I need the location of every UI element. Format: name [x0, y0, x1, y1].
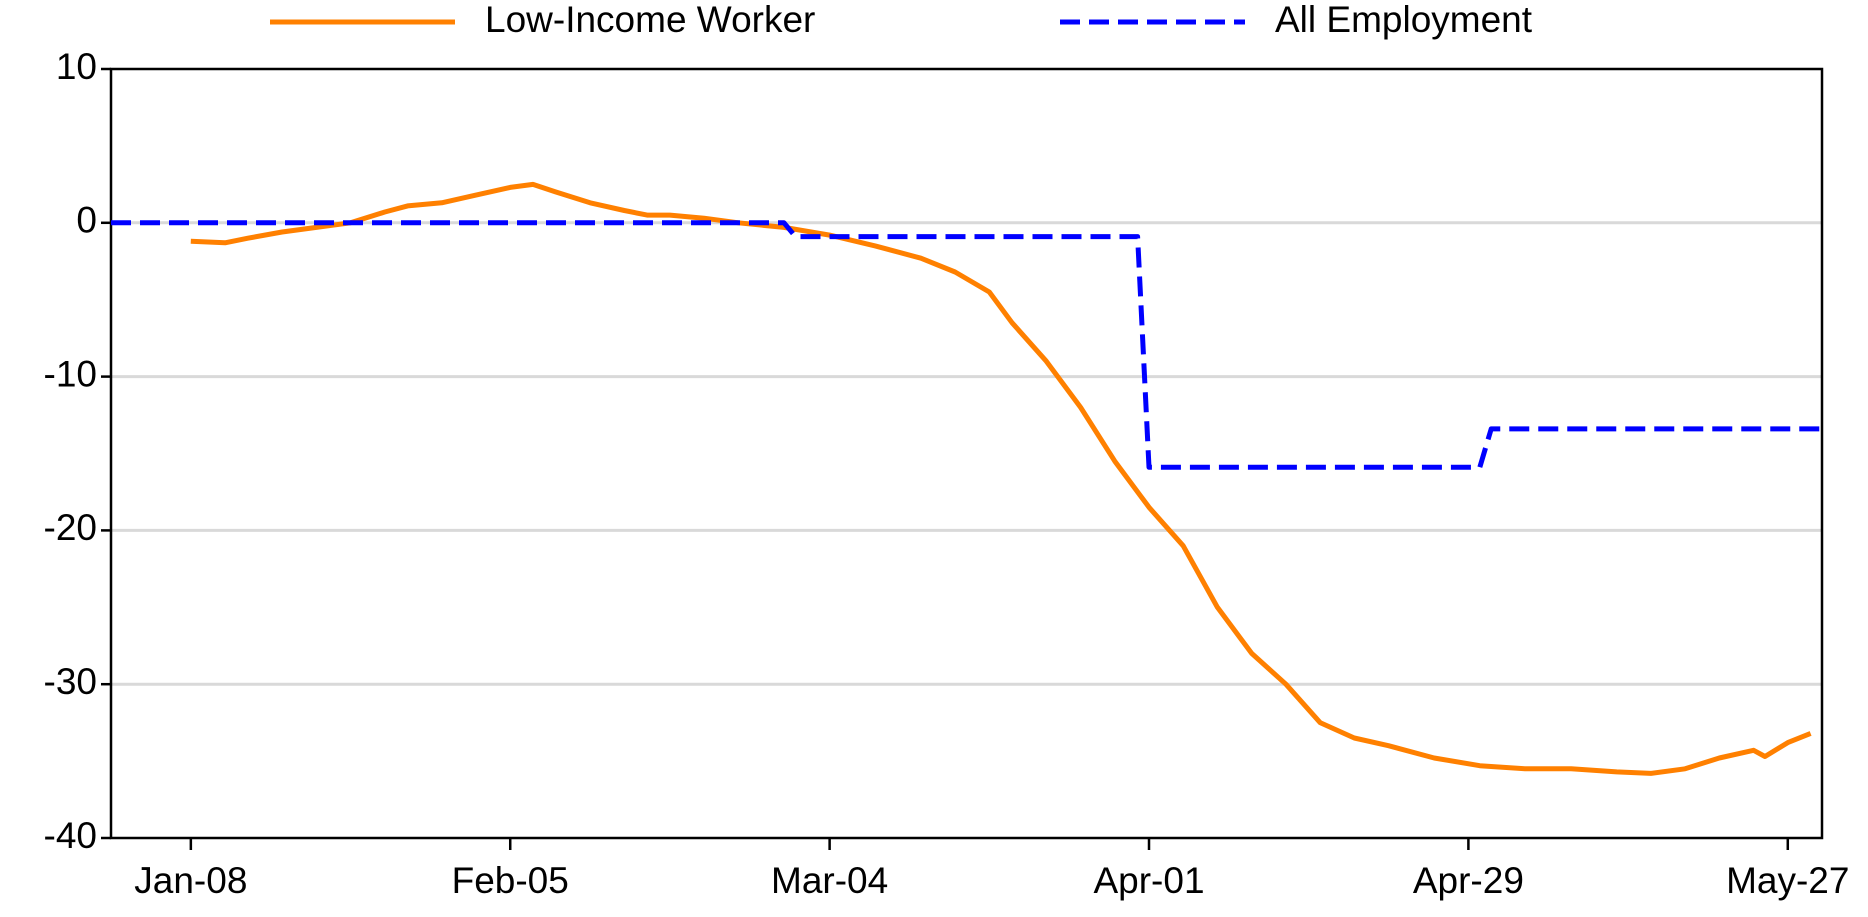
legend-label: Low-Income Worker	[485, 0, 815, 40]
x-tick-label: Jan-08	[134, 860, 247, 901]
series-line	[190, 181, 1812, 776]
x-tick-label: Feb-05	[452, 860, 569, 901]
x-tick-label: Apr-29	[1413, 860, 1524, 901]
y-tick-label: 10	[56, 46, 97, 87]
y-tick-label: -40	[44, 815, 97, 856]
x-tick-label: May-27	[1726, 860, 1849, 901]
legend-label: All Employment	[1275, 0, 1533, 40]
y-tick-label: 0	[76, 200, 97, 241]
y-tick-label: -30	[44, 661, 97, 702]
x-tick-label: Mar-04	[771, 860, 888, 901]
y-tick-label: -20	[44, 507, 97, 548]
plot-frame	[109, 67, 1824, 840]
series-line	[111, 220, 1822, 470]
y-tick-label: -10	[44, 353, 97, 394]
x-tick-label: Apr-01	[1093, 860, 1204, 901]
